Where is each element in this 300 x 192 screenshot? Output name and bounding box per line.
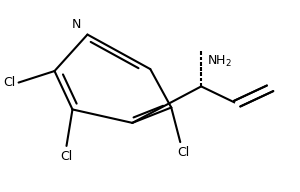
Text: Cl: Cl bbox=[3, 76, 16, 89]
Text: Cl: Cl bbox=[177, 146, 189, 159]
Text: NH$_2$: NH$_2$ bbox=[207, 54, 232, 69]
Text: Cl: Cl bbox=[60, 150, 73, 163]
Text: N: N bbox=[72, 18, 82, 31]
